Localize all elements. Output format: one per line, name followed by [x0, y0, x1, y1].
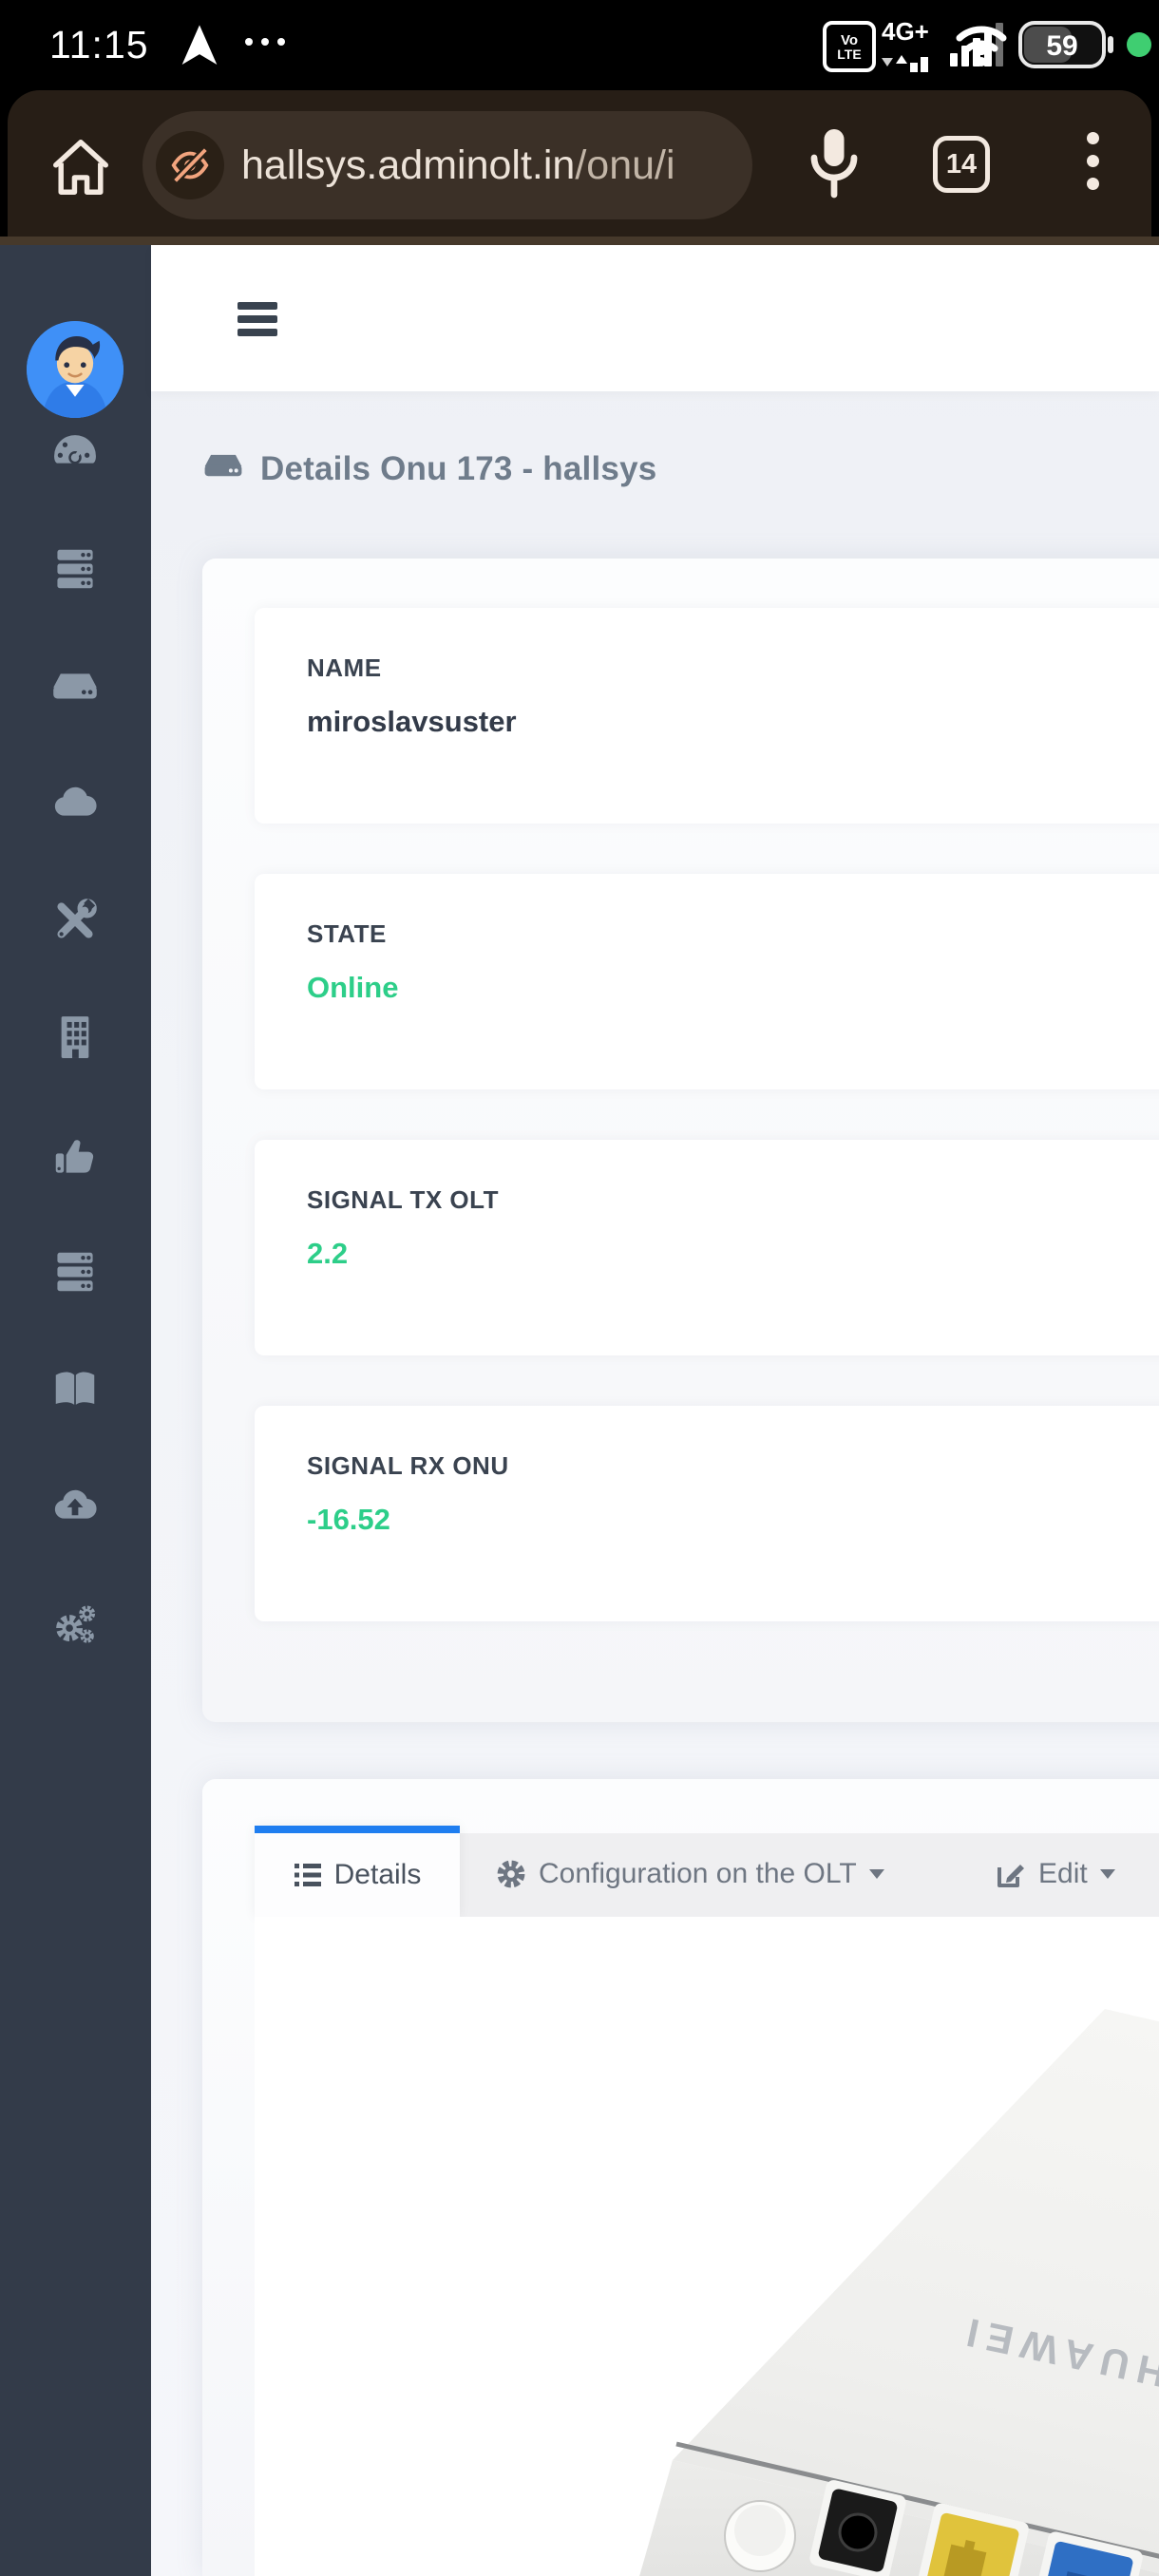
tab-label: Edit — [1038, 1857, 1088, 1889]
lan-port: LAN — [915, 2503, 1029, 2576]
card-label: STATE — [307, 919, 387, 948]
privacy-eye-off-icon[interactable] — [156, 131, 224, 199]
network-type-label: 4G+ — [882, 17, 929, 46]
voice-search-button[interactable] — [806, 126, 863, 206]
tab-configuration[interactable]: Configuration on the OLT — [496, 1833, 884, 1914]
open-book-icon — [55, 1372, 95, 1405]
edit-icon — [998, 1864, 1024, 1887]
app-header — [151, 245, 1159, 391]
battery-level: 59 — [1046, 30, 1077, 62]
sidebar-item-tools[interactable] — [49, 895, 101, 946]
card-value: Online — [307, 971, 399, 1004]
sidebar — [0, 245, 151, 2576]
card-state: STATE Online — [255, 874, 1159, 1089]
active-tab-indicator — [255, 1826, 460, 1833]
building-icon — [61, 1016, 89, 1058]
url-path: /onu/i — [575, 142, 675, 188]
power-port: POWER — [809, 2480, 906, 2576]
microphone-icon — [810, 129, 858, 199]
details-tab-content: HUAWEI ON/OFF POWER — [255, 1917, 1159, 2576]
data-activity-icon — [882, 49, 928, 72]
sidebar-item-feedback[interactable] — [49, 1129, 101, 1181]
server-stack-icon — [57, 1252, 93, 1292]
sidebar-item-olts[interactable] — [49, 543, 101, 595]
tools-icon — [57, 899, 97, 938]
sidebar-item-onus[interactable] — [49, 660, 101, 711]
server-stack-icon — [57, 549, 93, 589]
sidebar-item-settings[interactable] — [49, 1598, 101, 1649]
sidebar-item-backup[interactable] — [49, 1481, 101, 1532]
card-label: NAME — [307, 653, 382, 682]
sidebar-item-company[interactable] — [49, 1012, 101, 1063]
tab-details[interactable]: Details — [255, 1826, 460, 1917]
tab-label: Details — [333, 1859, 422, 1890]
sidebar-item-servers[interactable] — [49, 1246, 101, 1297]
card-label: SIGNAL RX ONU — [307, 1451, 509, 1480]
card-signal-tx-olt: SIGNAL TX OLT 2.2 — [255, 1140, 1159, 1355]
notification-overflow-dots-icon — [245, 38, 285, 46]
list-icon — [294, 1864, 321, 1886]
sidebar-item-dashboard[interactable] — [49, 426, 101, 477]
browser-toolbar: hallsys.adminolt.in/onu/i 14 — [8, 90, 1151, 238]
dashboard-gauge-icon — [54, 435, 96, 464]
onu-device-icon — [204, 454, 242, 477]
status-bar: 11:15 Vo LTE 4G+ 59 — [0, 0, 1159, 90]
browser-bottom-edge — [0, 237, 1159, 245]
power-button: ON/OFF — [724, 2500, 796, 2572]
card-value: miroslavsuster — [307, 705, 517, 738]
thumbs-up-icon — [55, 1140, 94, 1173]
volte-badge-icon: Vo LTE — [823, 21, 876, 72]
card-label: SIGNAL TX OLT — [307, 1185, 499, 1214]
gear-icon — [497, 1860, 525, 1887]
card-name: NAME miroslavsuster — [255, 608, 1159, 824]
caret-down-icon — [1099, 1869, 1115, 1886]
cloud-upload-icon — [54, 1489, 97, 1519]
url-domain: hallsys.adminolt.in — [241, 142, 576, 188]
clock-time: 11:15 — [49, 23, 149, 66]
avatar[interactable] — [27, 321, 124, 418]
page-title-row: Details Onu 173 - hallsys — [201, 450, 656, 488]
caret-down-icon — [868, 1869, 884, 1886]
home-icon — [53, 140, 108, 195]
tab-edit[interactable]: Edit — [996, 1833, 1115, 1914]
tab-switcher-button[interactable]: 14 — [933, 136, 990, 193]
onu-device-photo: HUAWEI ON/OFF POWER — [639, 2009, 1159, 2576]
home-button[interactable] — [48, 134, 114, 200]
url-bar[interactable]: hallsys.adminolt.in/onu/i — [142, 111, 752, 219]
menu-toggle-button[interactable] — [238, 302, 277, 336]
tel-port: TEL — [1029, 2531, 1143, 2576]
tab-strip: Configuration on the OLT Edit — [460, 1833, 1159, 1920]
sidebar-item-docs[interactable] — [49, 1363, 101, 1414]
sidebar-item-cloud[interactable] — [49, 778, 101, 829]
onu-device-icon — [53, 673, 97, 699]
cloud-icon — [54, 786, 97, 816]
charging-dot-icon — [1127, 32, 1151, 57]
gears-icon — [56, 1605, 96, 1643]
main-content: Details Onu 173 - hallsys NAME miroslavs… — [151, 245, 1159, 2576]
tab-label: Configuration on the OLT — [539, 1857, 857, 1889]
tab-count: 14 — [945, 148, 978, 180]
signal-strength-icon — [950, 23, 1003, 66]
location-arrow-icon — [180, 25, 218, 71]
browser-menu-button[interactable] — [1087, 132, 1099, 190]
card-signal-rx-onu: SIGNAL RX ONU -16.52 — [255, 1406, 1159, 1621]
url-text[interactable]: hallsys.adminolt.in/onu/i — [241, 142, 675, 189]
wifi-alert-icon — [954, 19, 1009, 73]
card-value: 2.2 — [307, 1237, 349, 1270]
battery-indicator: 59 — [1018, 21, 1117, 73]
page-title: Details Onu 173 - hallsys — [260, 450, 657, 487]
card-value: -16.52 — [307, 1503, 390, 1536]
